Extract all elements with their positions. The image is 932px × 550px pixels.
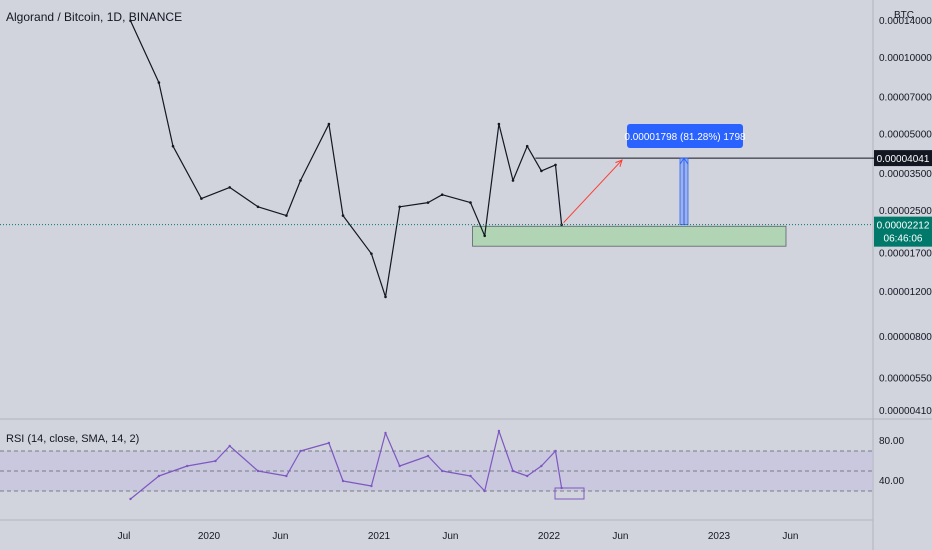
x-tick-label: Jul <box>118 531 131 542</box>
price-point <box>200 197 203 200</box>
rsi-point <box>341 479 345 483</box>
y-tick-label: 0.00000410 <box>879 406 932 417</box>
rsi-title: RSI (14, close, SMA, 14, 2) <box>6 433 140 445</box>
rsi-point <box>384 431 387 435</box>
price-point <box>341 214 345 217</box>
rsi-point <box>157 474 161 478</box>
y-tick-label: 0.00001200 <box>879 287 932 298</box>
target-price-tag <box>874 150 932 167</box>
price-series[interactable] <box>0 19 873 299</box>
price-point <box>398 205 402 209</box>
measure-arrow-head <box>679 157 689 165</box>
measure-label-box <box>627 124 743 148</box>
price-tags: 0.00004041 0.00002212 06:46:06 <box>874 150 932 247</box>
price-point <box>285 214 288 217</box>
price-point <box>327 122 331 126</box>
price-point <box>157 81 161 84</box>
y-tick-label: 0.00014000 <box>879 16 932 27</box>
y-tick-label: 0.00000800 <box>879 332 932 343</box>
y-tick-label: 0.00000550 <box>879 373 932 384</box>
x-tick-label: 2023 <box>708 531 731 542</box>
price-point <box>497 122 501 126</box>
rsi-highlight-box[interactable] <box>554 487 585 500</box>
rsi-point <box>129 497 132 501</box>
price-point <box>228 186 231 189</box>
projection-arrow[interactable] <box>563 159 623 223</box>
price-point <box>426 201 430 204</box>
rsi-point <box>186 464 189 468</box>
price-point <box>554 163 557 167</box>
rsi-point <box>327 441 331 445</box>
current-price-tag <box>874 216 932 247</box>
y-tick-label: 0.00010000 <box>879 53 932 64</box>
rsi-point <box>554 449 557 453</box>
x-tick-label: 2021 <box>368 531 391 542</box>
drawings-layer[interactable]: 0.00001798 (81.28%) 1798 <box>472 124 932 247</box>
x-tick-label: Jun <box>442 531 458 542</box>
chart-title: Algorand / Bitcoin, 1D, BINANCE <box>6 10 183 24</box>
price-point <box>525 144 529 148</box>
rsi-point <box>469 474 472 478</box>
rsi-point <box>483 489 486 493</box>
price-point <box>370 252 373 255</box>
rsi-point <box>441 469 444 473</box>
support-zone[interactable] <box>472 225 787 247</box>
rsi-point <box>370 484 373 488</box>
rsi-point <box>426 454 430 458</box>
rsi-point <box>228 444 231 448</box>
x-tick-label: Jun <box>272 531 288 542</box>
x-tick-label: 2020 <box>198 531 221 542</box>
measure-label: 0.00001798 (81.28%) 1798 <box>624 132 746 143</box>
x-tick-label: Jun <box>782 531 798 542</box>
rsi-point <box>214 459 217 463</box>
x-tick-label: Jun <box>612 531 628 542</box>
rsi-tick-label: 40.00 <box>879 476 904 487</box>
countdown-label: 06:46:06 <box>884 234 923 245</box>
price-point <box>540 169 543 173</box>
price-point <box>171 144 175 148</box>
y-tick-label: 0.00005000 <box>879 130 932 141</box>
rsi-point <box>256 469 260 473</box>
rsi-point <box>285 474 288 478</box>
rsi-point <box>511 469 515 473</box>
rsi-point <box>299 449 302 453</box>
price-point <box>483 234 487 238</box>
rsi-point <box>540 464 543 468</box>
rsi-point <box>398 464 401 468</box>
price-point <box>511 179 515 182</box>
axes: 0.00014000 0.00010000 0.00007000 0.00005000… <box>118 16 932 542</box>
y-tick-label: 0.00002500 <box>879 206 932 217</box>
rsi-point <box>497 429 501 433</box>
rsi-series[interactable] <box>129 429 585 501</box>
projection-arrow-head <box>615 159 623 167</box>
current-price-label: 0.00002212 <box>877 221 930 232</box>
price-point <box>384 295 387 299</box>
rsi-bands <box>0 450 873 492</box>
price-point <box>299 179 302 182</box>
y-tick-label: 0.00001700 <box>879 249 932 260</box>
x-tick-label: 2022 <box>538 531 561 542</box>
axis-unit-label: BTC <box>894 10 914 21</box>
price-point <box>256 205 260 209</box>
price-point <box>440 193 444 196</box>
target-price-label: 0.00004041 <box>877 154 930 165</box>
price-point <box>129 19 132 23</box>
price-point <box>469 201 472 204</box>
y-tick-label: 0.00003500 <box>879 169 932 180</box>
rsi-point <box>526 474 529 478</box>
y-tick-label: 0.00007000 <box>879 92 932 103</box>
rsi-tick-label: 80.00 <box>879 436 904 447</box>
